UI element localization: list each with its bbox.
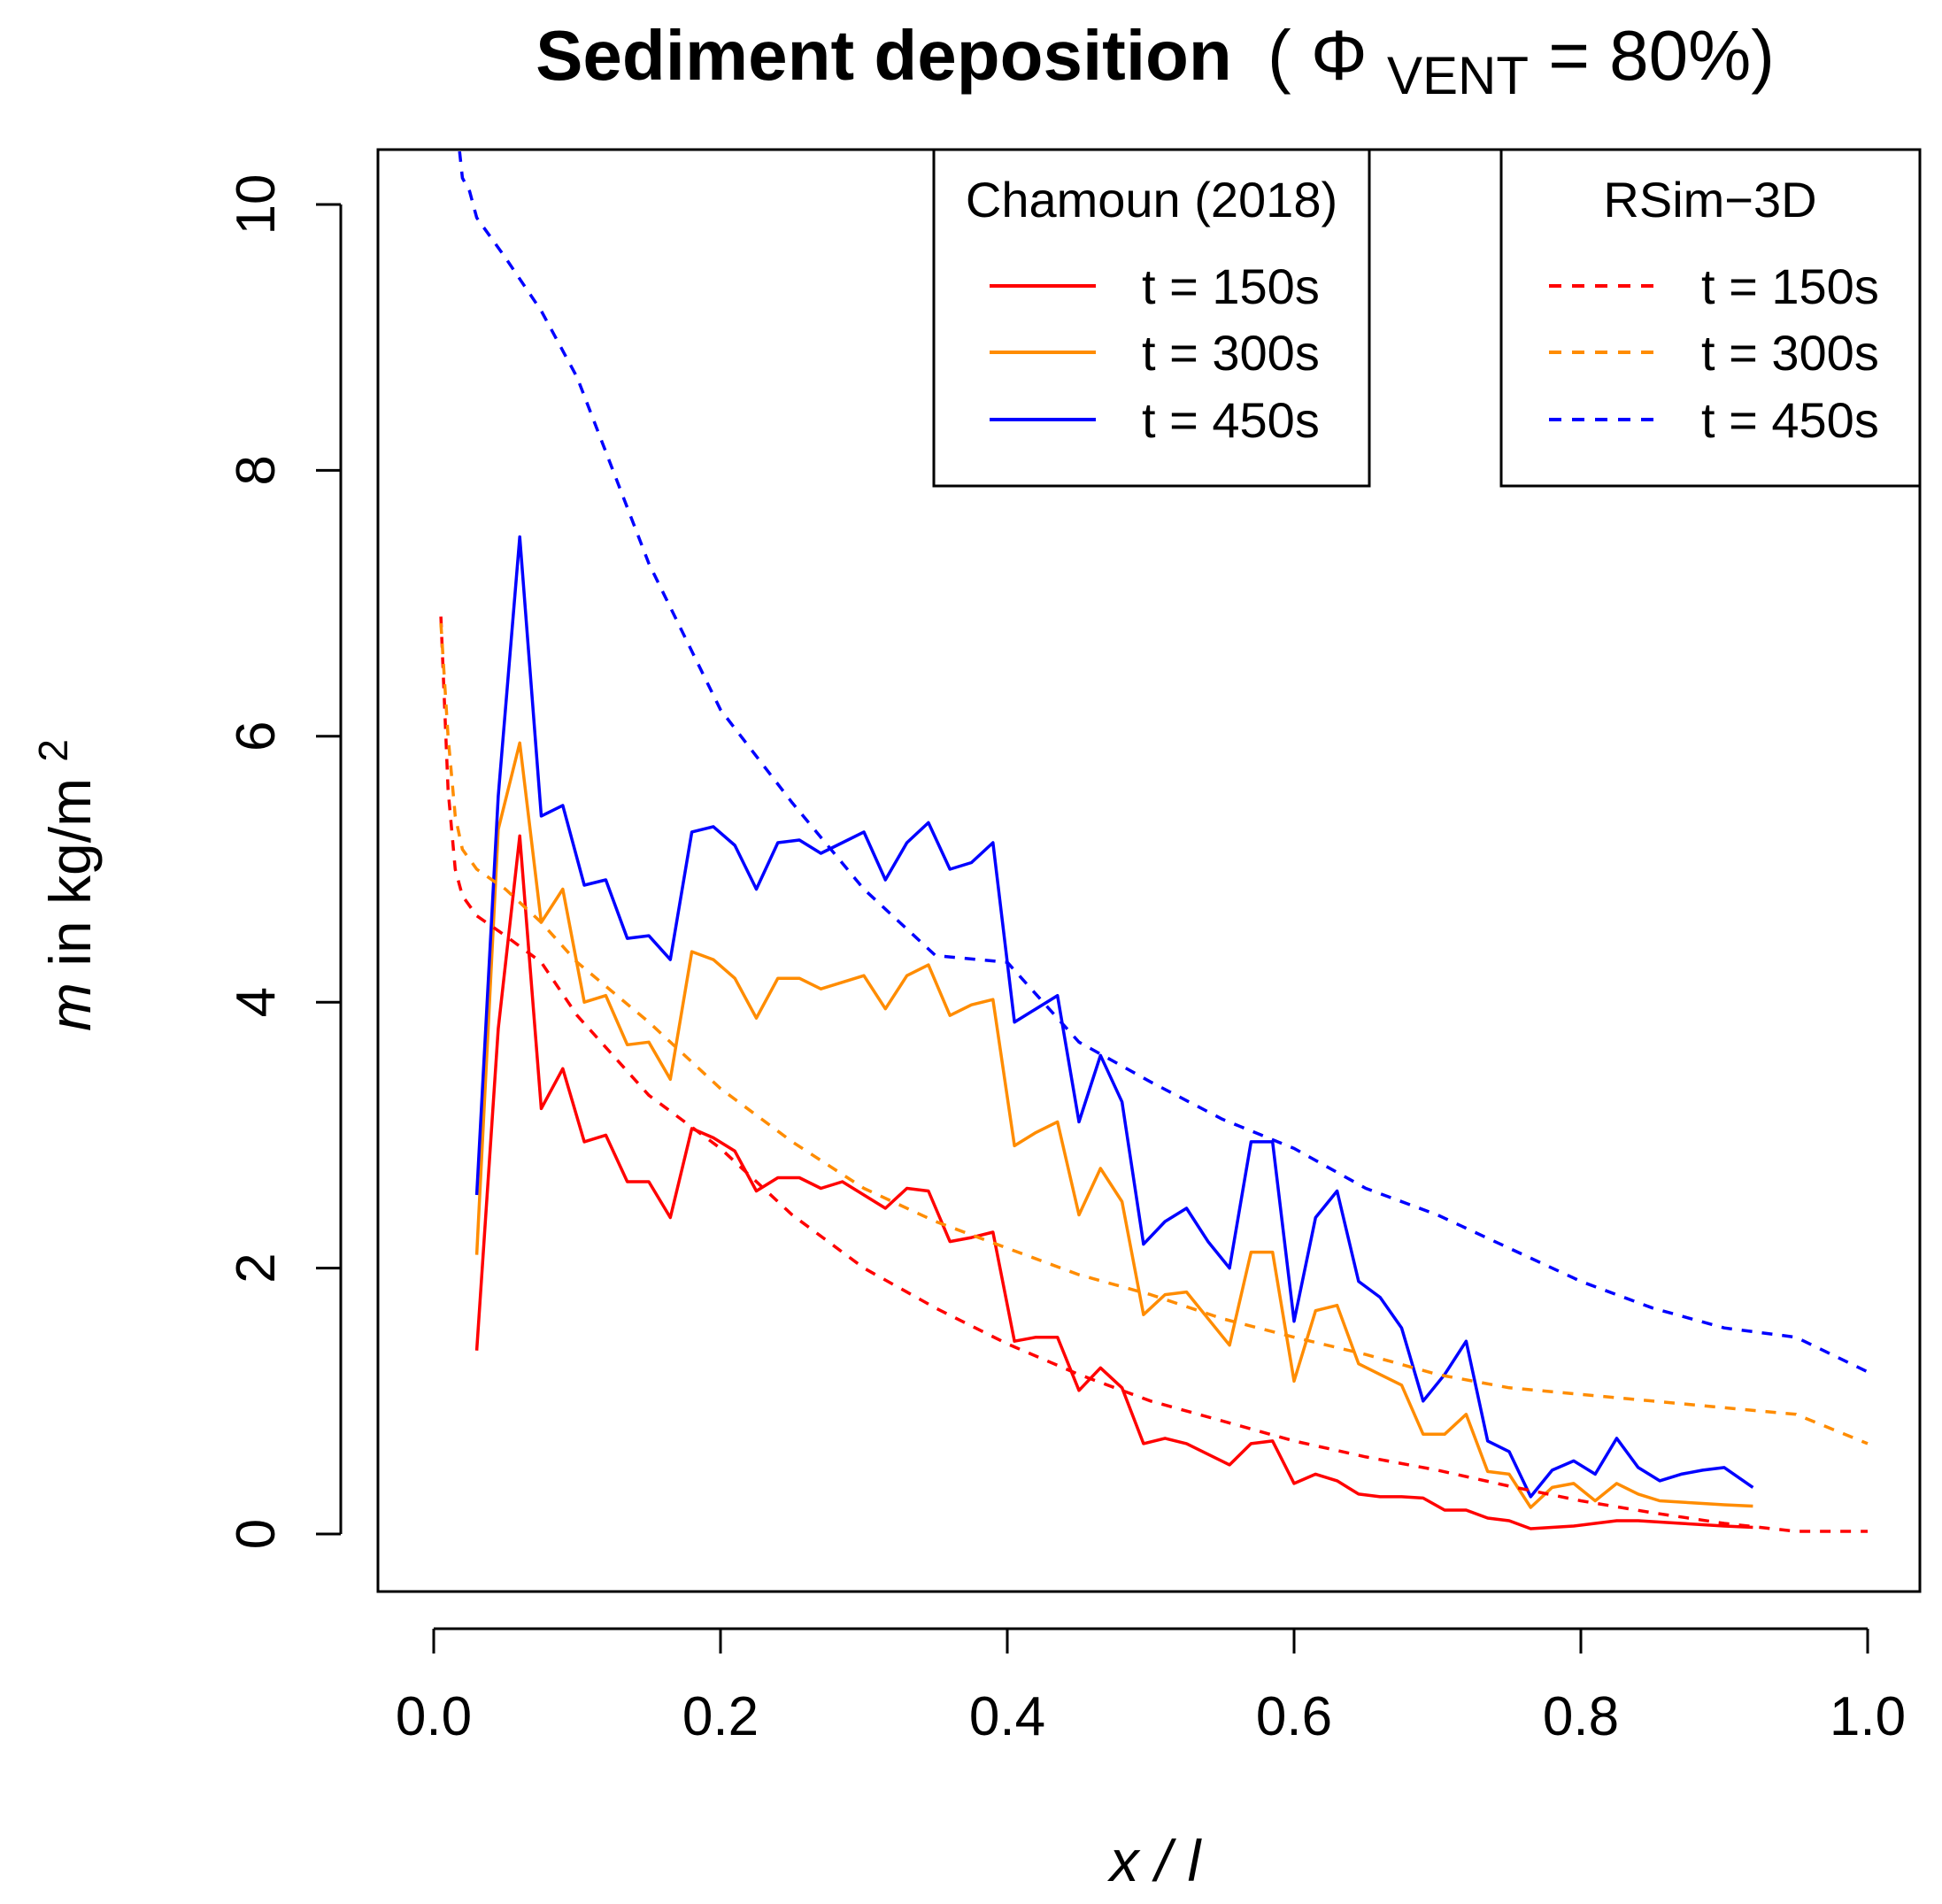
y-ticks: 0 2 4 6 8 10 (226, 174, 341, 1549)
x-ticks: 0.0 0.2 0.4 0.6 0.8 1.0 (396, 1629, 1906, 1747)
chart-title-phi: Φ (1311, 16, 1368, 95)
chart-title-main: Sediment deposition (536, 16, 1232, 95)
series-layer (439, 151, 1869, 1533)
legend-chamoun: Chamoun (2018) t = 150s t = 300s t = 450… (932, 148, 1371, 488)
series-line-chamoun-2 (474, 741, 1753, 1509)
y-axis: 0 2 4 6 8 10 (226, 174, 343, 1549)
x-axis-label-var: x (1107, 1828, 1141, 1893)
legend-chamoun-label-2: t = 300s (1142, 325, 1320, 381)
x-axis-label: x / l (1107, 1828, 1203, 1893)
y-tick-label: 8 (226, 455, 287, 485)
legend-chamoun-box (932, 148, 1371, 488)
legend-rsim-label-1: t = 150s (1701, 258, 1879, 314)
series-group (439, 151, 1869, 1533)
chart-title-subscript: VENT (1387, 46, 1529, 105)
legend-rsim-label-2: t = 300s (1701, 325, 1879, 381)
legend-rsim-title: RSim−3D (1603, 172, 1816, 227)
legend-rsim-entry-2: t = 300s (1549, 325, 1879, 381)
x-tick-label: 0.4 (969, 1686, 1045, 1747)
y-tick-label: 2 (226, 1253, 287, 1283)
legend-rsim-entry-3: t = 450s (1549, 392, 1879, 448)
x-tick-label: 0.8 (1543, 1686, 1619, 1747)
y-tick-label: 0 (226, 1519, 287, 1549)
y-axis-label-var: m (37, 983, 103, 1031)
legend-chamoun-title: Chamoun (2018) (966, 172, 1337, 227)
legend-chamoun-entry-1: t = 150s (990, 258, 1320, 314)
chart-title-open: ( (1268, 16, 1291, 95)
x-tick-label: 0.2 (682, 1686, 759, 1747)
y-axis-label-text: in kg/m (37, 778, 103, 967)
x-axis-label-sep: / (1152, 1828, 1177, 1893)
chart-title-rest: = 80%) (1548, 16, 1775, 95)
legend-rsim-entry-1: t = 150s (1549, 258, 1879, 314)
series-line-rsim-1 (439, 616, 1868, 1533)
chart-title: Sediment deposition ( Φ VENT = 80%) (536, 16, 1775, 109)
x-tick-label: 0.0 (396, 1686, 472, 1747)
x-axis: 0.0 0.2 0.4 0.6 0.8 1.0 (396, 1627, 1906, 1747)
series-line-chamoun-3 (474, 535, 1754, 1499)
y-axis-label: m in kg/m 2 (30, 739, 103, 1031)
y-tick-label: 10 (226, 174, 287, 235)
legend-chamoun-label-3: t = 450s (1142, 392, 1320, 448)
series-line-rsim-2 (439, 622, 1869, 1445)
x-tick-label: 1.0 (1830, 1686, 1906, 1747)
legend-chamoun-label-1: t = 150s (1142, 258, 1320, 314)
series-line-rsim-3 (458, 151, 1869, 1374)
legend-rsim-label-3: t = 450s (1701, 392, 1879, 448)
x-tick-label: 0.6 (1256, 1686, 1332, 1747)
y-axis-label-sup: 2 (30, 739, 76, 762)
legend-rsim-box (1499, 148, 1922, 488)
x-axis-label-unit: l (1188, 1828, 1203, 1893)
legend-chamoun-entry-2: t = 300s (990, 325, 1320, 381)
y-tick-label: 4 (226, 987, 287, 1017)
y-tick-label: 6 (226, 721, 287, 752)
legend-rsim: RSim−3D t = 150s t = 300s t = 450s (1499, 148, 1922, 488)
legend-chamoun-entry-3: t = 450s (990, 392, 1320, 448)
series-line-chamoun-1 (474, 834, 1753, 1530)
